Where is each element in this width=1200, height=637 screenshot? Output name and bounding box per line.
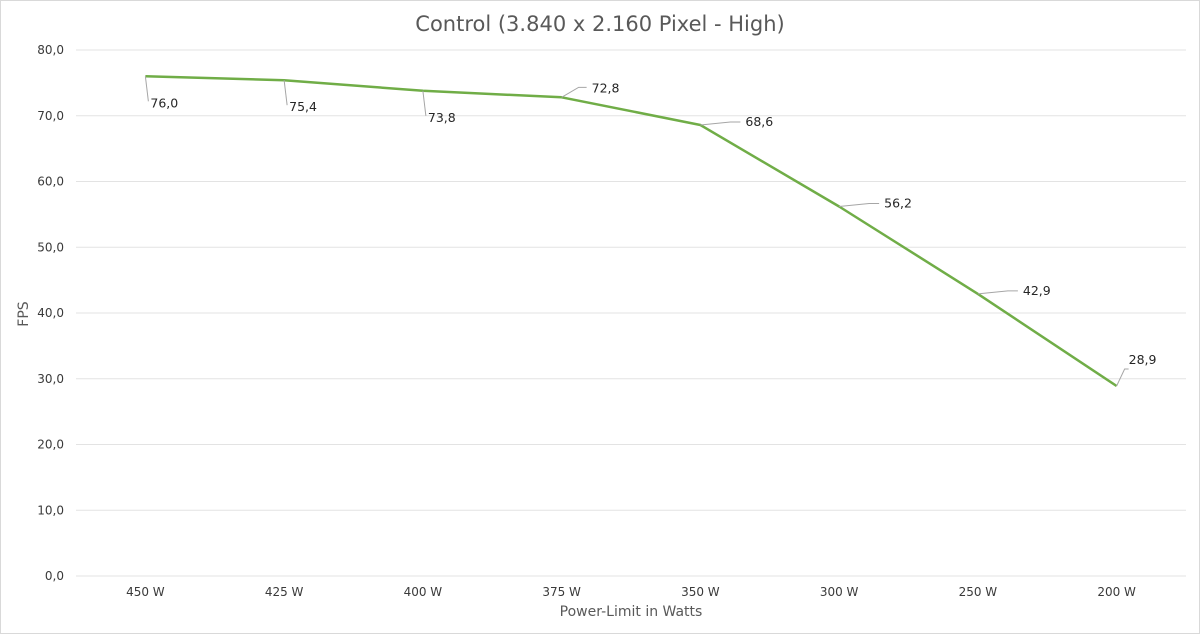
data-label-leader xyxy=(700,121,741,126)
data-label: 68,6 xyxy=(745,114,773,129)
data-label: 75,4 xyxy=(289,99,317,114)
data-label-leader xyxy=(839,202,880,207)
x-tick-label: 400 W xyxy=(404,585,443,599)
chart-title: Control (3.840 x 2.160 Pixel - High) xyxy=(415,12,784,36)
data-label-leader xyxy=(1116,368,1129,387)
data-label-leader xyxy=(977,290,1018,295)
data-label: 72,8 xyxy=(592,80,620,95)
y-tick-label: 40,0 xyxy=(37,306,64,320)
y-tick-label: 20,0 xyxy=(37,438,64,452)
x-tick-label: 350 W xyxy=(681,585,720,599)
data-label: 76,0 xyxy=(150,95,178,110)
x-tick-label: 375 W xyxy=(542,585,581,599)
gridlines xyxy=(76,49,1186,577)
data-label-leader xyxy=(561,86,587,98)
data-label: 56,2 xyxy=(884,195,912,210)
y-tick-label: 30,0 xyxy=(37,372,64,386)
series-fps xyxy=(145,75,1118,388)
data-label-leader xyxy=(422,90,427,116)
data-labels: 76,0 75,4 73,8 72,8 68,6 56,2 42,9 28,9 xyxy=(144,76,1157,387)
y-tick-label: 80,0 xyxy=(37,43,64,57)
y-tick-label: 70,0 xyxy=(37,109,64,123)
data-label-leader xyxy=(283,80,288,106)
series-line xyxy=(145,75,1118,388)
x-tick-label: 450 W xyxy=(126,585,165,599)
x-tick-label: 300 W xyxy=(820,585,859,599)
y-axis-ticks: 0,0 10,0 20,0 30,0 40,0 50,0 60,0 70,0 80,0 xyxy=(37,43,64,583)
x-tick-label: 250 W xyxy=(959,585,998,599)
x-tick-label: 200 W xyxy=(1097,585,1136,599)
y-tick-label: 10,0 xyxy=(37,503,64,517)
x-axis-ticks: 450 W 425 W 400 W 375 W 350 W 300 W 250 W 200 W xyxy=(126,585,1136,599)
y-tick-label: 60,0 xyxy=(37,175,64,189)
y-tick-label: 0,0 xyxy=(45,569,64,583)
data-label-leader xyxy=(144,76,149,102)
y-axis-title: FPS xyxy=(16,301,32,326)
y-tick-label: 50,0 xyxy=(37,240,64,254)
data-label: 28,9 xyxy=(1129,352,1157,367)
x-axis-title: Power-Limit in Watts xyxy=(560,604,703,620)
data-label: 73,8 xyxy=(428,110,456,125)
data-label: 42,9 xyxy=(1023,283,1051,298)
x-tick-label: 425 W xyxy=(265,585,304,599)
